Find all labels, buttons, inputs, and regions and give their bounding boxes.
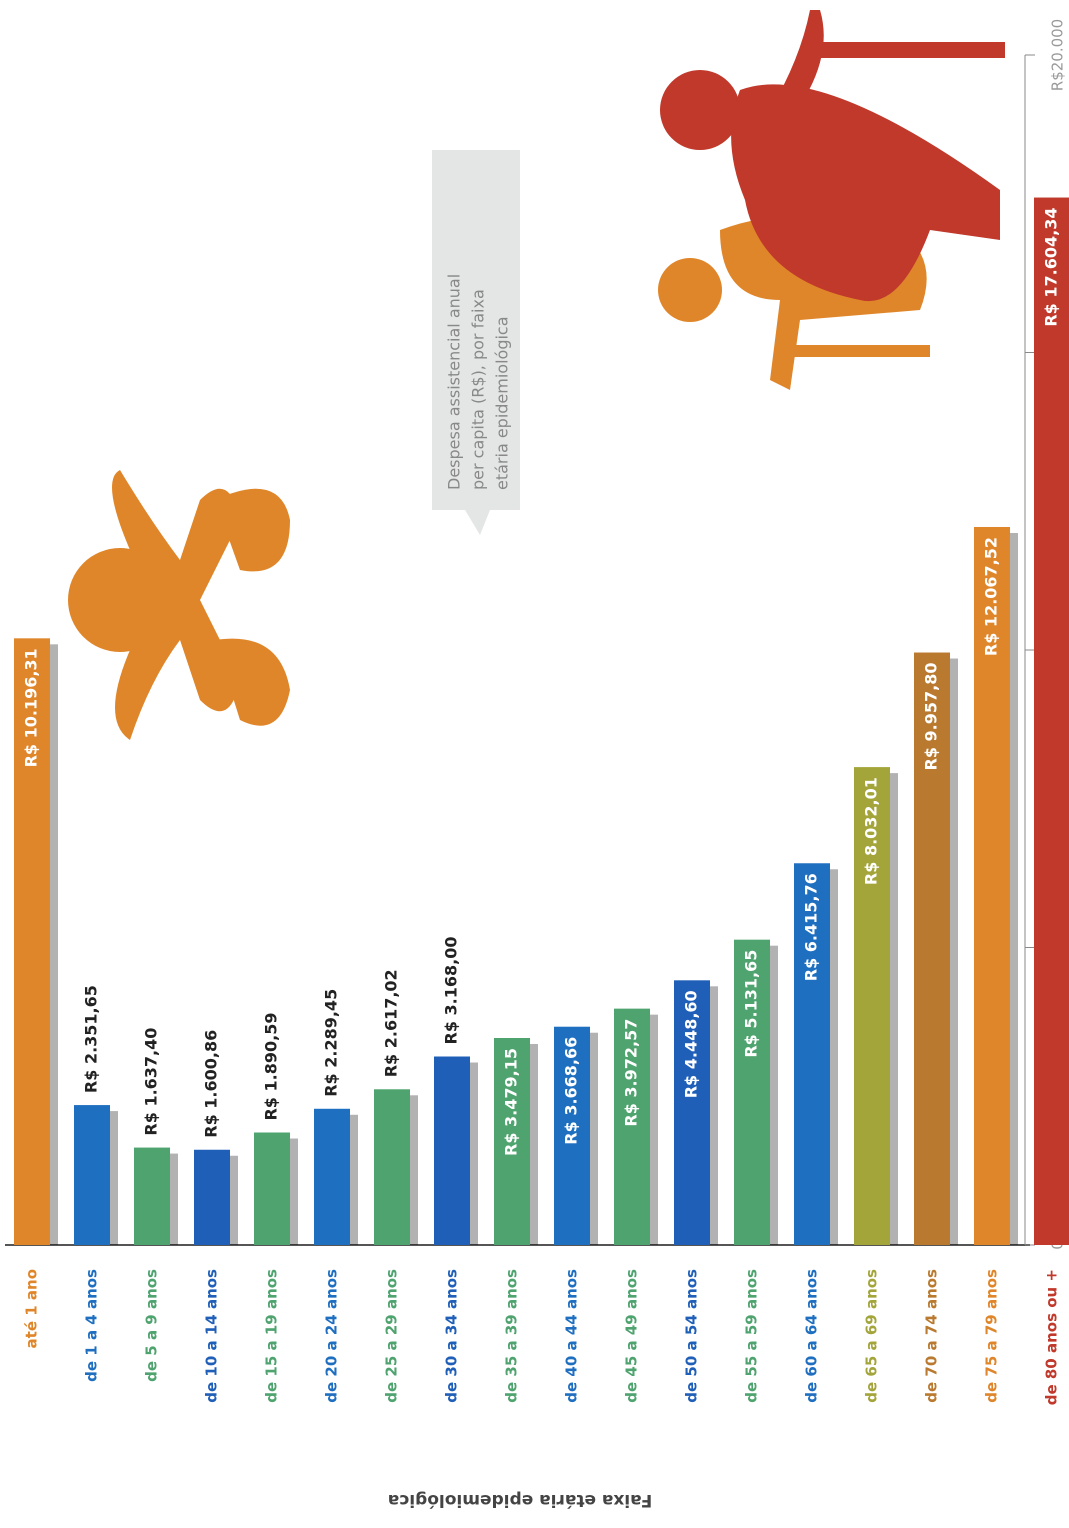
bar bbox=[914, 652, 950, 1245]
value-label: R$ 1.890,59 bbox=[262, 1013, 281, 1121]
value-label: R$ 5.131,65 bbox=[742, 950, 761, 1058]
x-tick-label: de 70 a 74 anos bbox=[923, 1269, 941, 1403]
bar-side bbox=[590, 1032, 598, 1245]
elderly-icon bbox=[658, 10, 1005, 390]
bar-side bbox=[770, 945, 778, 1245]
x-tick-label: de 60 a 64 anos bbox=[803, 1269, 821, 1403]
bar bbox=[494, 1037, 530, 1245]
value-label: R$ 8.032,01 bbox=[862, 777, 881, 885]
value-label: R$ 6.415,76 bbox=[802, 873, 821, 981]
bar bbox=[854, 767, 890, 1245]
bar bbox=[314, 1108, 350, 1245]
bar-side bbox=[950, 658, 958, 1245]
value-label: R$ 4.448,60 bbox=[682, 990, 701, 1098]
bar-side bbox=[1010, 532, 1018, 1245]
bar bbox=[794, 863, 830, 1245]
bar bbox=[14, 638, 50, 1245]
bar-side bbox=[170, 1153, 178, 1245]
bar bbox=[554, 1026, 590, 1245]
x-tick-label: de 10 a 14 anos bbox=[203, 1269, 221, 1403]
bar bbox=[374, 1089, 410, 1245]
bar-side bbox=[890, 773, 898, 1245]
child-icon bbox=[68, 470, 290, 740]
bar-side bbox=[290, 1138, 298, 1245]
y-tick-label: R$20.000 bbox=[1049, 19, 1067, 91]
bar-side bbox=[350, 1114, 358, 1245]
x-tick-label: de 15 a 19 anos bbox=[263, 1269, 281, 1403]
bar bbox=[614, 1008, 650, 1245]
x-tick-label: de 20 a 24 anos bbox=[323, 1269, 341, 1403]
value-label: R$ 17.604,34 bbox=[1042, 208, 1061, 327]
x-tick-label: até 1 ano bbox=[23, 1269, 41, 1348]
value-label: R$ 3.972,57 bbox=[622, 1019, 641, 1127]
bar-side bbox=[530, 1043, 538, 1245]
annotation: Despesa assistencial anual bbox=[445, 274, 464, 490]
value-label: R$ 12.067,52 bbox=[982, 537, 1001, 656]
value-label: R$ 2.617,02 bbox=[382, 969, 401, 1077]
bar bbox=[254, 1132, 290, 1245]
x-tick-label: de 55 a 59 anos bbox=[743, 1269, 761, 1403]
bar-side bbox=[50, 644, 58, 1245]
bar bbox=[134, 1147, 170, 1245]
annotation: per capita (R$), por faixa bbox=[469, 289, 488, 490]
annotation: etária epidemiológica bbox=[493, 316, 512, 490]
x-tick-label: de 40 a 44 anos bbox=[563, 1269, 581, 1403]
value-label: R$ 1.600,86 bbox=[202, 1030, 221, 1138]
x-tick-label: de 75 a 79 anos bbox=[983, 1269, 1001, 1403]
value-label: R$ 3.668,66 bbox=[562, 1037, 581, 1145]
value-label: R$ 9.957,80 bbox=[922, 663, 941, 771]
bar bbox=[974, 526, 1010, 1245]
value-label: R$ 1.637,40 bbox=[142, 1028, 161, 1136]
x-tick-label: de 50 a 54 anos bbox=[683, 1269, 701, 1403]
bar-side bbox=[650, 1014, 658, 1245]
bar-side bbox=[470, 1062, 478, 1245]
bar-side bbox=[710, 986, 718, 1245]
x-tick-label: de 25 a 29 anos bbox=[383, 1269, 401, 1403]
bar-side bbox=[830, 869, 838, 1245]
x-tick-label: de 30 a 34 anos bbox=[443, 1269, 461, 1403]
bar bbox=[434, 1056, 470, 1245]
x-tick-label: de 65 a 69 anos bbox=[863, 1269, 881, 1403]
value-label: R$ 10.196,31 bbox=[22, 648, 41, 767]
bar bbox=[74, 1105, 110, 1245]
bar bbox=[1034, 197, 1069, 1246]
value-label: R$ 2.351,65 bbox=[82, 985, 101, 1093]
value-label: R$ 2.289,45 bbox=[322, 989, 341, 1097]
annotation-box bbox=[432, 150, 520, 535]
bar bbox=[674, 980, 710, 1245]
value-label: R$ 3.479,15 bbox=[502, 1048, 521, 1156]
bar bbox=[194, 1149, 230, 1245]
bar bbox=[734, 939, 770, 1245]
x-tick-label: de 45 a 49 anos bbox=[623, 1269, 641, 1403]
bar-side bbox=[410, 1095, 418, 1245]
bar-side bbox=[110, 1111, 118, 1245]
bar-side bbox=[230, 1155, 238, 1245]
axis-title: Faixa etária epidemiológica bbox=[388, 1490, 653, 1510]
x-tick-label: de 1 a 4 anos bbox=[83, 1269, 101, 1382]
x-tick-label: de 35 a 39 anos bbox=[503, 1269, 521, 1403]
value-label: R$ 3.168,00 bbox=[442, 937, 461, 1045]
x-tick-label: de 80 anos ou + bbox=[1043, 1269, 1061, 1405]
x-tick-label: de 5 a 9 anos bbox=[143, 1269, 161, 1382]
